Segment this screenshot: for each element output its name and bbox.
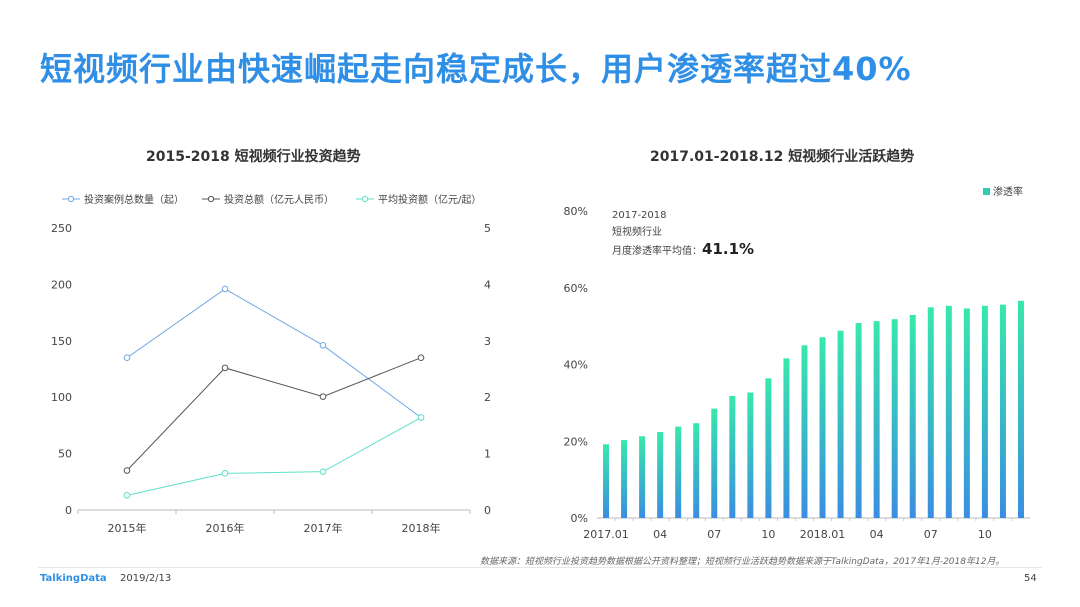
bar <box>621 440 628 518</box>
data-point <box>319 393 327 400</box>
annotation-line2: 短视频行业 <box>612 227 662 238</box>
bar <box>639 436 646 518</box>
legend-marker <box>361 195 369 203</box>
bar <box>927 307 934 518</box>
bar <box>729 395 736 518</box>
bar <box>837 330 844 518</box>
bar <box>819 337 826 518</box>
data-point <box>123 354 131 362</box>
bar <box>981 305 988 518</box>
right-axis-tick-label: 1 <box>484 448 491 461</box>
data-point <box>417 354 425 362</box>
x-axis-tick-label: 2017年 <box>304 521 343 535</box>
bar <box>873 321 880 518</box>
right-chart-title: 2017.01-2018.12 短视频行业活跃趋势 <box>650 149 915 165</box>
footer-divider <box>38 567 1042 568</box>
right-axis-tick-label: 4 <box>484 278 491 291</box>
legend-label: 渗透率 <box>993 185 1023 198</box>
left-axis-tick-label: 100 <box>51 391 72 404</box>
left-axis-tick-label: 250 <box>51 222 72 235</box>
bar <box>657 432 664 518</box>
y-axis-tick-label: 80% <box>564 205 588 218</box>
x-axis-tick-label: 07 <box>707 528 721 541</box>
bar <box>747 392 754 518</box>
data-point <box>123 467 131 474</box>
right-axis-tick-label: 5 <box>484 222 491 235</box>
data-point <box>123 492 131 499</box>
bar <box>801 345 808 518</box>
data-point <box>221 285 229 293</box>
data-point <box>221 364 229 372</box>
right-axis-tick-label: 0 <box>484 504 491 517</box>
bar <box>891 319 898 518</box>
bar <box>693 423 700 518</box>
legend-marker <box>207 195 215 203</box>
bar <box>711 408 718 518</box>
x-axis-tick-label: 2017.01 <box>583 528 629 541</box>
legend-marker <box>67 195 75 203</box>
left-axis-tick-label: 0 <box>65 504 72 517</box>
annotation-line3: 月度渗透率平均值：41.1% <box>612 240 754 258</box>
penetration-bar-chart: 0% 20% 40% 60% 80% 2017.01 04 07 10 2018.01 04 07 10… <box>564 185 1030 541</box>
bar <box>783 358 790 518</box>
page-title: 短视频行业由快速崛起走向稳定成长，用户渗透率超过40% <box>40 50 912 88</box>
data-source-note: 数据来源：短视频行业投资趋势数据根据公开资料整理；短视频行业活跃趋势数据来源于T… <box>480 557 1005 567</box>
legend-swatch <box>983 188 990 195</box>
annotation-value: 41.1% <box>702 240 755 258</box>
legend-label: 投资案例总数量（起） <box>84 193 184 206</box>
x-axis-tick-label: 10 <box>761 528 775 541</box>
x-axis-tick-label: 04 <box>870 528 884 541</box>
bar <box>945 305 952 518</box>
bar <box>603 444 610 518</box>
y-axis-tick-label: 40% <box>564 359 588 372</box>
bar <box>999 304 1006 518</box>
bar <box>855 323 862 518</box>
bar <box>1017 300 1024 518</box>
left-axis-tick-label: 200 <box>51 278 72 291</box>
right-axis-tick-label: 2 <box>484 391 491 404</box>
x-axis-tick-label: 04 <box>653 528 667 541</box>
data-point <box>221 470 229 477</box>
left-chart-title: 2015-2018 短视频行业投资趋势 <box>146 149 361 165</box>
left-axis-tick-label: 150 <box>51 335 72 348</box>
bar <box>765 378 772 518</box>
y-axis-tick-label: 0% <box>571 512 588 525</box>
bar <box>909 314 916 518</box>
x-axis-tick-label: 2018年 <box>402 521 441 535</box>
annotation-line1: 2017-2018 <box>612 210 667 221</box>
data-point <box>319 468 327 475</box>
series-line <box>126 288 422 418</box>
investment-line-chart: 0 50 100 150 200 250 0 1 2 3 4 5 2015年 2016年 2017年 2018… <box>51 193 491 535</box>
page-number: 54 <box>1024 573 1037 584</box>
x-axis-tick-label: 2016年 <box>206 521 245 535</box>
y-axis-tick-label: 60% <box>564 282 588 295</box>
data-point <box>417 414 425 421</box>
series-line <box>126 357 422 471</box>
brand-logo-text: TalkingData <box>40 573 107 584</box>
bar <box>675 426 682 518</box>
series-line <box>126 417 422 496</box>
left-axis-tick-label: 50 <box>58 448 72 461</box>
x-axis-tick-label: 2015年 <box>108 521 147 535</box>
y-axis-tick-label: 20% <box>564 435 588 448</box>
bar <box>963 308 970 518</box>
x-axis-tick-label: 10 <box>978 528 992 541</box>
data-point <box>319 342 327 349</box>
footer-date: 2019/2/13 <box>120 573 172 584</box>
right-axis-tick-label: 3 <box>484 335 491 348</box>
x-axis-tick-label: 2018.01 <box>800 528 846 541</box>
annotation-label: 月度渗透率平均值： <box>612 246 702 257</box>
x-axis-tick-label: 07 <box>924 528 938 541</box>
legend-label: 平均投资额（亿元/起） <box>378 193 481 206</box>
legend-label: 投资总额（亿元人民币） <box>224 193 334 206</box>
